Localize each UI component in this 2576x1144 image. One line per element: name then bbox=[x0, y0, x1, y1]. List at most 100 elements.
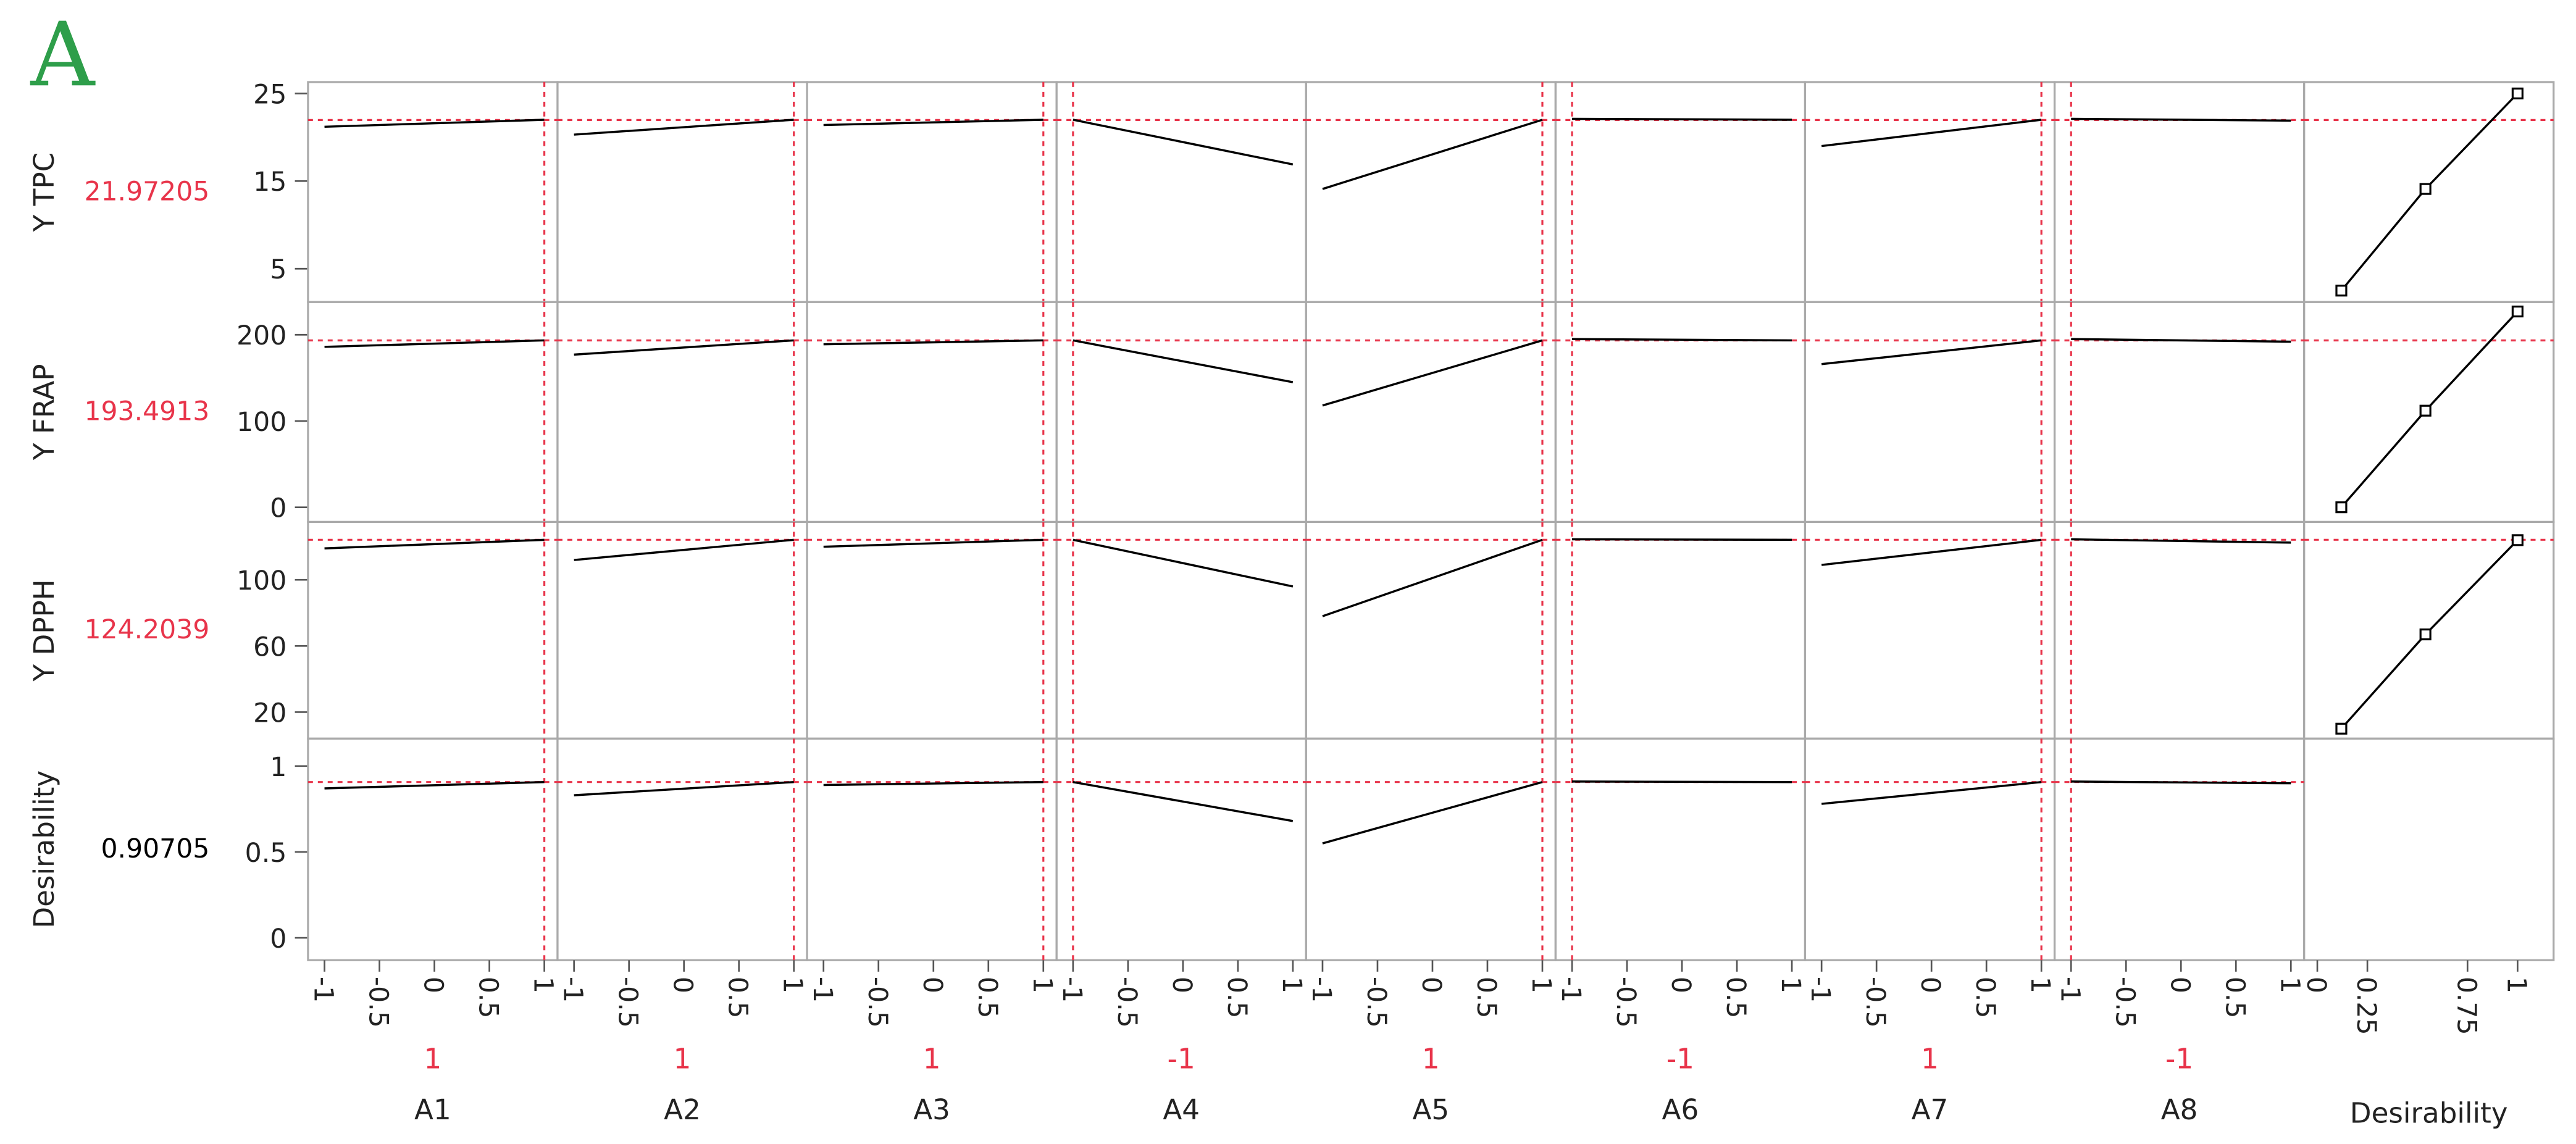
panel-frame bbox=[556, 520, 808, 740]
panel-frame bbox=[1804, 737, 2056, 961]
factor-current-value: 1 bbox=[1921, 1043, 1939, 1075]
panel-frame bbox=[307, 81, 559, 303]
panel-frame bbox=[1804, 81, 2056, 303]
panel-frame bbox=[2053, 81, 2306, 303]
panel-frame bbox=[1804, 301, 2056, 524]
panel-frame bbox=[2053, 737, 2306, 961]
x-tick-label: -0.5 bbox=[2109, 977, 2139, 1028]
factor-name: A1 bbox=[414, 1093, 451, 1126]
panel-frame bbox=[1055, 520, 1307, 740]
factor-current-value: 1 bbox=[1422, 1043, 1440, 1075]
profile-line bbox=[574, 781, 794, 796]
profile-line bbox=[1073, 339, 1294, 383]
x-tick-label: 0 bbox=[1416, 977, 1446, 993]
x-tick-label: 0.5 bbox=[1471, 977, 1501, 1019]
profile-line bbox=[1073, 119, 1294, 166]
x-tick-label: 1 bbox=[1775, 977, 1805, 993]
x-tick-label: 0 bbox=[917, 977, 947, 993]
x-tick-label: -0.5 bbox=[1111, 977, 1142, 1028]
y-tick-label: 0 bbox=[270, 924, 286, 954]
x-tick-label: -1 bbox=[1306, 977, 1336, 1003]
x-tick-label: 0.25 bbox=[2351, 977, 2381, 1035]
x-tick-label: -1 bbox=[1555, 977, 1586, 1003]
x-tick-label: -1 bbox=[807, 977, 837, 1003]
x-tick-label: -1 bbox=[308, 977, 338, 1003]
panel-frame bbox=[1055, 81, 1307, 303]
panel-frame bbox=[307, 301, 559, 524]
x-tick-label: -1 bbox=[1805, 977, 1835, 1003]
panel-frame bbox=[806, 81, 1058, 303]
x-tick-label: 0 bbox=[2301, 977, 2331, 993]
x-tick-label: 0.5 bbox=[473, 977, 503, 1019]
response-current-value: 0.90705 bbox=[101, 834, 210, 864]
profile-line bbox=[823, 339, 1043, 346]
profile-line bbox=[574, 119, 794, 136]
panel-frame bbox=[1554, 81, 1807, 303]
panel-frame bbox=[2053, 520, 2306, 740]
x-tick-label: 0.5 bbox=[1720, 977, 1750, 1019]
panel-frame bbox=[806, 520, 1058, 740]
y-tick-label: 20 bbox=[253, 698, 286, 729]
profile-line bbox=[1821, 538, 2042, 566]
y-tick-label: 0.5 bbox=[245, 838, 287, 869]
profile-line bbox=[1073, 538, 1294, 588]
profile-line bbox=[574, 339, 794, 356]
y-tick-label: 5 bbox=[270, 255, 286, 285]
x-tick-label: 1 bbox=[2274, 977, 2304, 993]
factor-current-value: 1 bbox=[674, 1043, 692, 1075]
x-tick-label: 1 bbox=[777, 977, 808, 993]
y-tick-label: 100 bbox=[236, 566, 286, 596]
profile-line bbox=[324, 538, 545, 549]
profile-line bbox=[2071, 117, 2291, 122]
x-tick-label: 0 bbox=[418, 977, 448, 993]
desirability-point bbox=[2335, 722, 2348, 735]
x-tick-label: 0 bbox=[2164, 977, 2194, 993]
panel-frame bbox=[806, 301, 1058, 524]
factor-current-value: 1 bbox=[923, 1043, 941, 1075]
y-tick-label: 25 bbox=[253, 80, 286, 110]
x-tick-label: -0.5 bbox=[1361, 977, 1391, 1028]
response-name: Y FRAP bbox=[28, 364, 61, 461]
x-tick-label: -1 bbox=[558, 977, 588, 1003]
factor-name: A5 bbox=[1412, 1093, 1449, 1126]
panel-frame bbox=[1554, 520, 1807, 740]
chart-title: A bbox=[30, 3, 96, 106]
desirability-point bbox=[2335, 501, 2348, 514]
response-current-value: 21.97205 bbox=[84, 177, 209, 207]
x-tick-label: -0.5 bbox=[1860, 977, 1890, 1028]
profile-line bbox=[324, 119, 545, 128]
profile-line bbox=[1073, 781, 1294, 822]
x-tick-label: 1 bbox=[528, 977, 558, 993]
x-tick-label: 1 bbox=[1027, 977, 1057, 993]
x-tick-label: 1 bbox=[1526, 977, 1556, 993]
panel-frame bbox=[1055, 301, 1307, 524]
panel-frame bbox=[1305, 301, 1557, 524]
panel-frame bbox=[2303, 737, 2555, 961]
x-tick-label: -0.5 bbox=[1610, 977, 1641, 1028]
panel-frame bbox=[1804, 520, 2056, 740]
profile-line bbox=[1821, 119, 2042, 148]
response-name: Desirability bbox=[28, 770, 61, 929]
profile-line bbox=[823, 119, 1043, 127]
profile-line bbox=[1572, 338, 1792, 342]
x-tick-label: 0.5 bbox=[972, 977, 1002, 1019]
y-tick-label: 200 bbox=[236, 321, 286, 351]
desirability-point bbox=[2511, 87, 2524, 99]
y-tick-label: 1 bbox=[270, 753, 286, 783]
profile-line bbox=[1322, 538, 1543, 617]
panel-frame bbox=[1305, 520, 1557, 740]
x-tick-label: -0.5 bbox=[363, 977, 393, 1028]
x-tick-label: 0 bbox=[667, 977, 698, 993]
factor-current-value: -1 bbox=[2165, 1043, 2193, 1075]
factor-name: A7 bbox=[1912, 1093, 1949, 1126]
profile-line bbox=[2071, 338, 2291, 343]
response-name: Y DPPH bbox=[28, 579, 61, 682]
desirability-point bbox=[2511, 305, 2524, 318]
panel-frame bbox=[1305, 81, 1557, 303]
x-tick-label: 0 bbox=[1665, 977, 1696, 993]
x-tick-label: 0.5 bbox=[2219, 977, 2249, 1019]
x-tick-label: 0 bbox=[1166, 977, 1197, 993]
y-tick-label: 60 bbox=[253, 632, 286, 662]
x-tick-label: 1 bbox=[1276, 977, 1307, 993]
